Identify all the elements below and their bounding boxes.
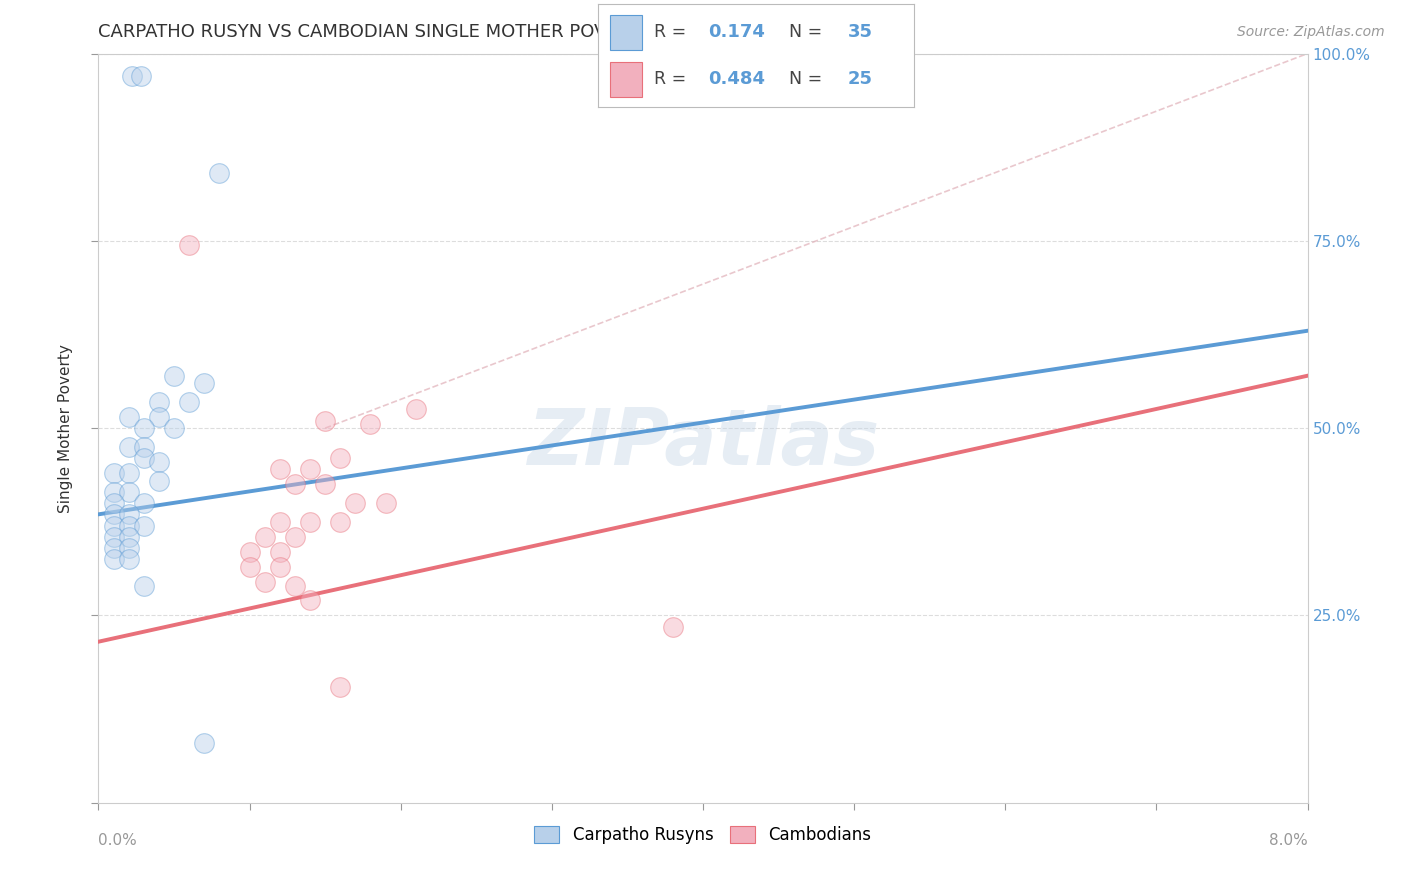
- Text: CARPATHO RUSYN VS CAMBODIAN SINGLE MOTHER POVERTY CORRELATION CHART: CARPATHO RUSYN VS CAMBODIAN SINGLE MOTHE…: [98, 23, 852, 41]
- Point: [269, 515, 291, 529]
- Point: [103, 552, 125, 566]
- Point: [118, 518, 141, 533]
- Point: [299, 462, 322, 476]
- Point: [118, 440, 141, 454]
- Point: [163, 421, 186, 435]
- Point: [269, 462, 291, 476]
- Text: N =: N =: [778, 23, 828, 41]
- Point: [360, 417, 382, 432]
- Point: [132, 440, 155, 454]
- Point: [329, 680, 352, 694]
- Text: Source: ZipAtlas.com: Source: ZipAtlas.com: [1237, 25, 1385, 39]
- Point: [118, 508, 141, 522]
- Point: [132, 451, 155, 466]
- Point: [269, 545, 291, 559]
- Point: [132, 518, 155, 533]
- Point: [118, 530, 141, 544]
- Text: ZIPatlas: ZIPatlas: [527, 405, 879, 481]
- Point: [148, 395, 170, 409]
- Point: [103, 530, 125, 544]
- Point: [121, 69, 143, 83]
- Point: [148, 409, 170, 424]
- Point: [284, 477, 307, 491]
- Point: [239, 559, 262, 574]
- Point: [344, 496, 367, 510]
- Point: [132, 496, 155, 510]
- Point: [132, 421, 155, 435]
- Point: [163, 368, 186, 383]
- Point: [661, 620, 683, 634]
- Point: [103, 508, 125, 522]
- Point: [314, 414, 336, 428]
- Point: [193, 376, 215, 391]
- Text: 8.0%: 8.0%: [1268, 833, 1308, 848]
- Point: [374, 496, 396, 510]
- Point: [118, 484, 141, 499]
- Point: [103, 466, 125, 480]
- Point: [314, 477, 336, 491]
- Bar: [610, 62, 641, 96]
- Point: [253, 574, 276, 589]
- Text: N =: N =: [778, 70, 828, 88]
- Point: [329, 451, 352, 466]
- Text: 35: 35: [848, 23, 873, 41]
- Point: [118, 466, 141, 480]
- Point: [284, 530, 307, 544]
- Point: [329, 515, 352, 529]
- Point: [179, 237, 201, 252]
- Point: [405, 402, 427, 417]
- Point: [103, 484, 125, 499]
- Point: [103, 496, 125, 510]
- Point: [118, 552, 141, 566]
- Point: [148, 474, 170, 488]
- Text: 25: 25: [848, 70, 873, 88]
- Point: [103, 541, 125, 555]
- Text: R =: R =: [654, 23, 692, 41]
- Y-axis label: Single Mother Poverty: Single Mother Poverty: [58, 343, 73, 513]
- Text: 0.0%: 0.0%: [98, 833, 138, 848]
- Text: R =: R =: [654, 70, 692, 88]
- Point: [299, 515, 322, 529]
- Point: [148, 455, 170, 469]
- Point: [193, 736, 215, 750]
- Point: [299, 593, 322, 607]
- Point: [284, 578, 307, 592]
- Point: [103, 518, 125, 533]
- Point: [118, 409, 141, 424]
- Text: 0.484: 0.484: [709, 70, 765, 88]
- Point: [129, 69, 152, 83]
- Point: [132, 578, 155, 592]
- Legend: Carpatho Rusyns, Cambodians: Carpatho Rusyns, Cambodians: [527, 819, 879, 851]
- Bar: [610, 14, 641, 50]
- Point: [239, 545, 262, 559]
- Point: [269, 559, 291, 574]
- Point: [208, 166, 231, 180]
- Point: [253, 530, 276, 544]
- Point: [179, 395, 201, 409]
- Point: [118, 541, 141, 555]
- Text: 0.174: 0.174: [709, 23, 765, 41]
